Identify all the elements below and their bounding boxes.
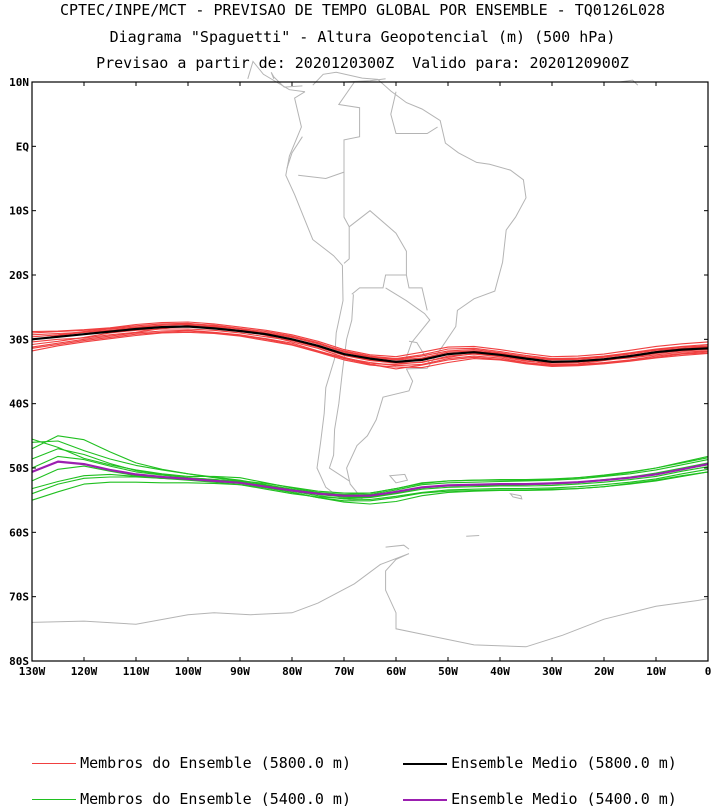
lat-tick-label: 10N [9,76,29,89]
south-orkney-islands-coast [466,535,480,537]
lon-tick-label: 120W [71,665,98,678]
lat-tick-label: 70S [9,591,29,604]
falkland-islands-coast [388,473,409,484]
lon-tick-label: 20W [594,665,614,678]
ensemble-member-line-5800-2 [31,329,709,367]
title-line-1: CPTEC/INPE/MCT - PREVISAO DE TEMPO GLOBA… [59,1,666,19]
legend-item-members-5400: Membros do Ensemble (5400.0 m) [14,772,351,808]
lon-tick-label: 50W [438,665,458,678]
lat-tick-label: EQ [16,140,30,153]
ensemble-mean-line-5400-11 [31,460,709,497]
lon-tick-label: 0 [705,665,712,678]
country-border-5 [351,274,407,295]
central-america-coast-north [270,72,303,88]
lon-tick-label: 90W [230,665,250,678]
legend-swatch-green-line [32,799,77,800]
ensemble-member-line-5800-1 [31,322,709,360]
ensemble-member-line-5400-12 [31,440,709,496]
lat-tick-label: 80S [9,655,29,668]
ensemble-member-line-5400-18 [31,448,709,497]
country-border-7 [385,287,431,363]
legend-label: Membros do Ensemble (5800.0 m) [80,754,351,772]
country-border-3 [343,172,350,264]
country-border-4 [348,210,428,311]
lon-tick-label: 60W [386,665,406,678]
lon-tick-label: 40W [490,665,510,678]
lon-tick-label: 130W [19,665,46,678]
ensemble-member-line-5400-16 [31,435,709,494]
legend-item-mean-5800: Ensemble Medio (5800.0 m) [385,736,677,772]
legend-swatch-red-line [32,763,77,764]
south-georgia-coast [509,492,523,500]
legend-item-members-5800: Membros do Ensemble (5800.0 m) [14,736,351,772]
lon-tick-label: 70W [334,665,354,678]
lat-tick-label: 30S [9,333,29,346]
map-frame [31,81,709,662]
antarctic-peninsula-coast [31,553,709,648]
legend-label: Ensemble Medio (5400.0 m) [451,790,677,808]
legend-swatch-purple-line [403,798,448,801]
country-border-1 [298,81,361,180]
lon-tick-label: 110W [123,665,150,678]
lon-tick-label: 100W [175,665,202,678]
lat-tick-label: 10S [9,205,29,218]
ensemble-member-line-5800-10 [31,323,709,360]
ensemble-member-line-5800-3 [31,324,709,365]
title-line-2: Diagrama "Spaguetti" - Altura Geopotenci… [109,28,616,46]
legend-label: Ensemble Medio (5800.0 m) [451,754,677,772]
country-border-6 [328,294,354,482]
lon-tick-label: 30W [542,665,562,678]
title-line-3: Previsao a partir de: 2020120300Z Valido… [96,54,629,72]
ensemble-member-line-5800-6 [31,321,709,358]
lat-tick-label: 60S [9,526,29,539]
lon-tick-label: 10W [646,665,666,678]
coastline-layer [31,60,709,648]
south-america-coast [285,71,527,501]
ensemble-member-line-5800-5 [31,331,709,369]
lat-tick-label: 50S [9,462,29,475]
lon-tick-label: 80W [282,665,302,678]
lat-tick-label: 40S [9,398,29,411]
country-border-2 [390,91,438,134]
ensemble-mean-line-5800-0 [31,325,709,363]
country-border-9 [286,136,303,169]
central-america-coast [247,60,306,93]
contour-lines-layer [31,321,709,505]
ensemble-member-line-5400-19 [31,471,709,505]
south-shetland-islands-coast [385,544,410,550]
lat-tick-label: 20S [9,269,29,282]
african-coast-edge [619,79,639,86]
legend-swatch-black-line [403,762,448,765]
legend-item-mean-5400: Ensemble Medio (5400.0 m) [385,772,677,808]
legend-label: Membros do Ensemble (5400.0 m) [80,790,351,808]
ensemble-member-line-5800-9 [31,330,709,370]
